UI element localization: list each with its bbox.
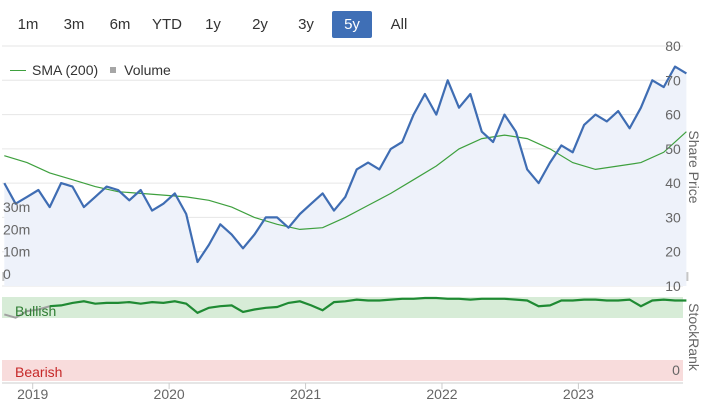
- range-button-1y[interactable]: 1y: [205, 16, 221, 33]
- date-tick-label: 2021: [290, 386, 321, 400]
- sma-legend-label[interactable]: SMA (200): [32, 62, 99, 78]
- share-price-tick-label: 20: [665, 244, 681, 260]
- stockrank-line-early: [4, 305, 50, 319]
- stockrank-zero-tick: 0: [672, 362, 680, 378]
- sma-200-line: [4, 131, 687, 231]
- share-price-tick-label: 70: [665, 72, 681, 88]
- share-price-tick-label: 10: [665, 278, 681, 294]
- range-button-all[interactable]: All: [390, 16, 408, 33]
- bearish-zone: [2, 360, 683, 381]
- stockrank-axis-title: StockRank: [686, 303, 702, 372]
- volume-bar: [684, 272, 689, 281]
- date-tick-label: 2023: [563, 386, 594, 400]
- share-price-tick-label: 60: [665, 107, 681, 123]
- volume-tick-label: 0: [3, 266, 11, 282]
- volume-axis: 0 10m 20m 30m: [3, 199, 30, 282]
- share-price-axis-title: Share Price: [686, 130, 702, 203]
- share-price-tick-label: 80: [665, 38, 681, 54]
- stockrank-line: [49, 296, 687, 315]
- bullish-zone-label: Bullish: [15, 303, 56, 319]
- date-axis: 2019 2020 2021 2022 2023: [2, 382, 683, 400]
- date-tick-label: 2019: [17, 386, 48, 400]
- share-price-tick-label: 30: [665, 209, 681, 225]
- volume-bar: [2, 272, 7, 281]
- volume-tick-label: 30m: [3, 199, 30, 215]
- bearish-zone-label: Bearish: [15, 364, 62, 380]
- stockrank-lines: [4, 296, 687, 319]
- volume-tick-label: 20m: [3, 221, 30, 237]
- share-price-tick-label: 40: [665, 175, 681, 191]
- volume-legend-swatch: [110, 67, 117, 73]
- share-price-axis: 10 20 30 40 50 60 70 80: [665, 38, 681, 294]
- range-button-5y[interactable]: 5y: [332, 11, 372, 38]
- range-button-2y[interactable]: 2y: [252, 16, 268, 33]
- stockrank-zones: [2, 297, 683, 381]
- chart-legend: SMA (200) Volume: [10, 60, 171, 80]
- volume-tick-label: 10m: [3, 244, 30, 260]
- share-price-area: [4, 66, 687, 286]
- volume-legend-label[interactable]: Volume: [124, 62, 171, 78]
- sma-legend-swatch: [10, 69, 26, 71]
- date-tick-label: 2022: [426, 386, 457, 400]
- range-selector: 1m 3m 6m YTD 1y 2y 3y 5y All: [0, 0, 705, 44]
- date-tick-label: 2020: [154, 386, 185, 400]
- share-price-tick-label: 50: [665, 141, 681, 157]
- range-button-6m[interactable]: 6m: [109, 16, 131, 33]
- range-button-3y[interactable]: 3y: [298, 16, 314, 33]
- range-button-3m[interactable]: 3m: [63, 16, 85, 33]
- range-button-ytd[interactable]: YTD: [152, 16, 182, 33]
- share-price-line: [3, 65, 687, 264]
- range-button-1m[interactable]: 1m: [17, 16, 39, 33]
